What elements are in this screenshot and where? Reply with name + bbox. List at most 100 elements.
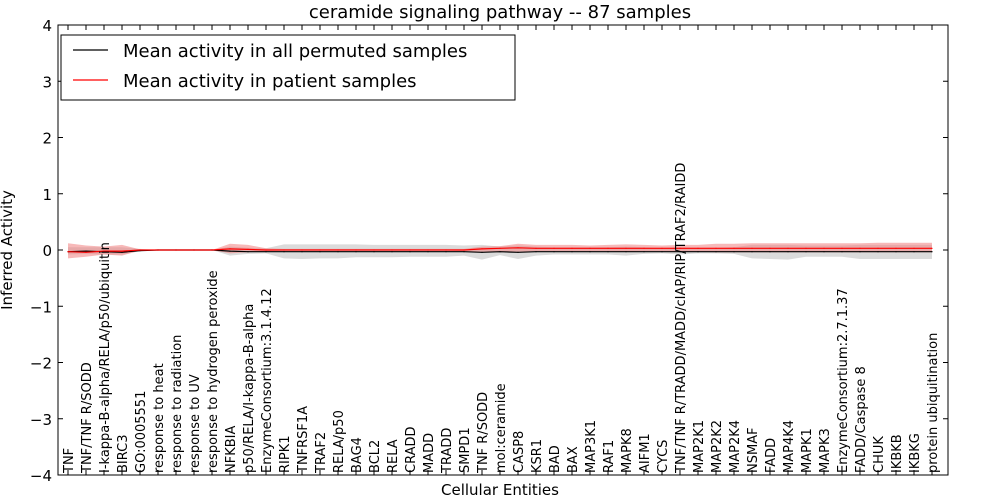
x-tick-label: response to heat: [152, 363, 167, 473]
x-tick-label: MAP4K4: [782, 420, 797, 473]
data-point: [211, 249, 213, 251]
x-tick-label: KSR1: [530, 439, 545, 473]
data-point: [427, 251, 429, 253]
x-tick-label: MAP3K1: [584, 420, 599, 473]
data-point: [715, 247, 717, 249]
data-point: [877, 247, 879, 249]
band-patient: [68, 242, 932, 259]
legend-label-patient: Mean activity in patient samples: [123, 71, 417, 92]
data-point: [409, 249, 411, 251]
y-axis-ticks: −4 −3 −2 −1 0 1 2 3 4: [30, 17, 948, 485]
data-point: [679, 247, 681, 249]
data-point: [751, 247, 753, 249]
x-tick-label: mol:ceramide: [494, 383, 509, 473]
data-point: [571, 251, 573, 253]
data-point: [697, 247, 699, 249]
data-point: [103, 250, 105, 252]
data-point: [67, 251, 69, 253]
data-point: [535, 251, 537, 253]
x-tick-label: TNFRSF1A: [296, 406, 311, 474]
data-point: [337, 249, 339, 251]
data-point: [409, 251, 411, 253]
data-point: [229, 248, 231, 250]
x-tick-label: TNF/TNF R/TRADD/MADD/cIAP/RIP/TRAF2/RAID…: [674, 163, 689, 474]
data-point: [445, 251, 447, 253]
x-tick-label: response to radiation: [170, 335, 185, 473]
data-point: [265, 251, 267, 253]
x-tick-label: BAX: [566, 446, 581, 473]
x-tick-label: IKBKB: [890, 434, 905, 473]
y-tick-label: −4: [30, 467, 52, 485]
data-point: [877, 251, 879, 253]
data-point: [841, 247, 843, 249]
data-point: [715, 251, 717, 253]
data-point: [733, 247, 735, 249]
x-tick-label: response to UV: [188, 374, 203, 473]
data-point: [607, 247, 609, 249]
y-tick-label: −3: [30, 411, 52, 429]
x-tick-label: p50/RELA/I-kappa-B-alpha: [242, 304, 257, 473]
x-axis-ticks: TNF TNF/TNF R/SODD I-kappa-B-alpha/RELA/p5…: [62, 25, 941, 475]
data-point: [121, 251, 123, 253]
data-point: [841, 251, 843, 253]
x-tick-label: BAD: [548, 445, 563, 473]
data-point: [445, 249, 447, 251]
data-point: [913, 251, 915, 253]
data-point: [553, 247, 555, 249]
data-point: [589, 251, 591, 253]
data-point: [607, 251, 609, 253]
x-tick-label: TNF/TNF R/SODD: [80, 362, 95, 474]
legend-label-permuted: Mean activity in all permuted samples: [123, 41, 467, 62]
x-tick-label: TRADD: [440, 428, 455, 474]
data-point: [625, 247, 627, 249]
x-tick-label: MAPK3: [818, 428, 833, 473]
data-point: [931, 251, 933, 253]
data-point: [463, 251, 465, 253]
x-tick-label: BIRC3: [116, 435, 131, 474]
legend: Mean activity in all permuted samples Me…: [60, 34, 516, 101]
data-point: [337, 251, 339, 253]
data-point: [643, 247, 645, 249]
data-point: [175, 249, 177, 251]
data-point: [571, 247, 573, 249]
data-point: [733, 251, 735, 253]
x-tick-label: GO:0005551: [134, 391, 149, 473]
x-tick-label: CHUK: [872, 436, 887, 473]
data-point: [319, 251, 321, 253]
data-point: [499, 247, 501, 249]
data-point: [247, 251, 249, 253]
data-point: [157, 249, 159, 251]
data-point: [247, 248, 249, 250]
series-lines: [67, 247, 933, 253]
data-point: [481, 251, 483, 253]
y-tick-label: 1: [42, 186, 52, 204]
x-tick-label: TNF: [62, 448, 77, 474]
data-point: [625, 251, 627, 253]
y-tick-label: −1: [30, 298, 52, 316]
data-point: [517, 247, 519, 249]
data-point: [895, 247, 897, 249]
data-point: [85, 251, 87, 253]
data-point: [787, 251, 789, 253]
x-tick-label: CYCS: [656, 440, 671, 473]
data-point: [499, 251, 501, 253]
data-point: [805, 247, 807, 249]
data-point: [229, 250, 231, 252]
data-point: [373, 251, 375, 253]
x-tick-label: response to hydrogen peroxide: [206, 270, 221, 473]
x-tick-label: MAP2K2: [710, 420, 725, 473]
x-tick-label: MAP2K4: [728, 420, 743, 473]
data-point: [301, 249, 303, 251]
data-point: [391, 249, 393, 251]
x-tick-label: FADD: [764, 438, 779, 473]
x-tick-label: MAPK8: [620, 428, 635, 473]
data-point: [823, 251, 825, 253]
data-point: [787, 247, 789, 249]
x-tick-label: TNF R/SODD: [476, 392, 491, 474]
x-tick-label: protein ubiquitination: [926, 333, 941, 473]
data-point: [661, 251, 663, 253]
x-tick-label: RIPK1: [278, 435, 293, 473]
data-point: [859, 247, 861, 249]
x-axis-label: Cellular Entities: [441, 481, 559, 499]
